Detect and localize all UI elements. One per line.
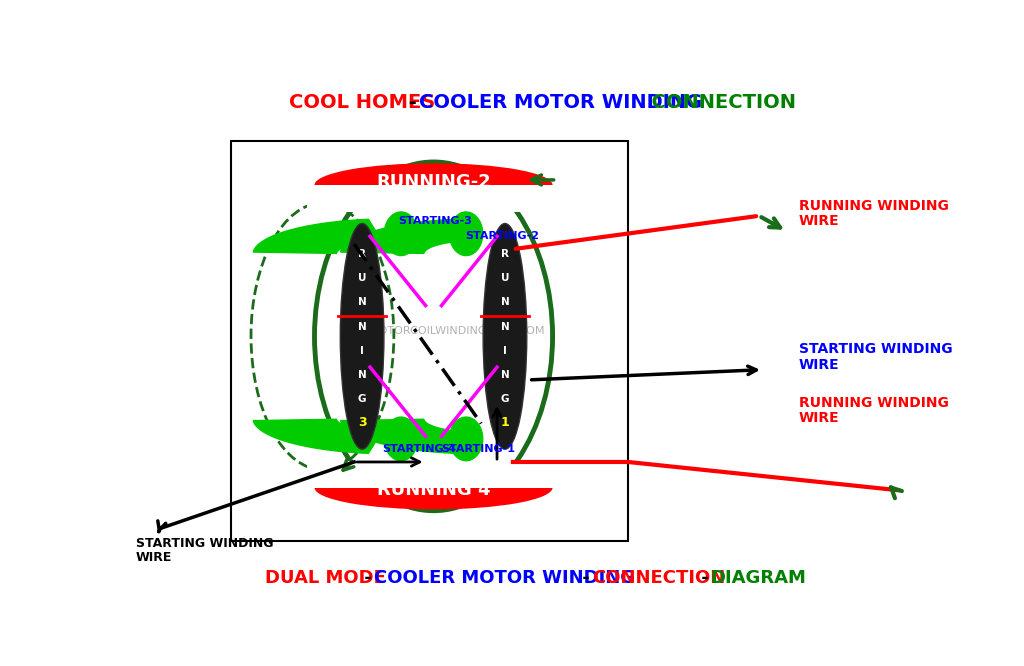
Polygon shape [253, 420, 382, 454]
Text: U: U [357, 273, 367, 283]
Text: DUAL MODE: DUAL MODE [265, 569, 386, 587]
Text: -: - [358, 569, 379, 587]
Text: U: U [501, 273, 509, 283]
Text: COOLER MOTOR WINDING: COOLER MOTOR WINDING [419, 93, 702, 113]
Text: STARTING-4: STARTING-4 [382, 444, 456, 454]
Text: -: - [402, 93, 424, 113]
Text: N: N [357, 322, 367, 332]
Text: 1: 1 [501, 416, 509, 430]
Polygon shape [450, 417, 482, 461]
Text: G: G [501, 394, 509, 404]
Polygon shape [384, 212, 418, 256]
Polygon shape [341, 420, 469, 454]
Text: I: I [360, 346, 365, 356]
Text: STARTING-3: STARTING-3 [397, 216, 472, 226]
Text: WIRE: WIRE [799, 358, 840, 372]
Text: N: N [501, 298, 509, 308]
Text: MOTORCOILWINDINGDATA.COM: MOTORCOILWINDINGDATA.COM [370, 326, 545, 336]
Text: N: N [357, 298, 367, 308]
Text: 3: 3 [357, 416, 367, 430]
Bar [306, 185, 560, 212]
Text: RUNNING-2: RUNNING-2 [376, 173, 490, 192]
Polygon shape [253, 219, 382, 253]
Ellipse shape [340, 224, 384, 449]
Text: STARTING WINDING: STARTING WINDING [799, 342, 952, 356]
Text: G: G [357, 394, 367, 404]
Text: N: N [501, 322, 509, 332]
Text: N: N [501, 370, 509, 380]
Bar [306, 461, 560, 488]
Text: CONNECTION: CONNECTION [638, 93, 797, 113]
Text: WIRE: WIRE [136, 551, 172, 563]
Text: R: R [358, 249, 367, 259]
Text: COOLER MOTOR WINDING: COOLER MOTOR WINDING [374, 569, 635, 587]
Text: COOL HOMES: COOL HOMES [289, 93, 435, 113]
Text: STARTING-1: STARTING-1 [441, 444, 515, 454]
Text: RUNNING 4: RUNNING 4 [377, 481, 490, 500]
Text: RUNNING WINDING: RUNNING WINDING [799, 396, 948, 410]
Text: R: R [501, 249, 509, 259]
Text: I: I [503, 346, 507, 356]
Ellipse shape [314, 466, 553, 509]
Text: WIRE: WIRE [799, 412, 840, 426]
Ellipse shape [483, 224, 526, 449]
Polygon shape [341, 219, 469, 253]
Polygon shape [450, 212, 482, 256]
Ellipse shape [314, 163, 553, 207]
Text: -: - [577, 569, 596, 587]
Text: CONNECTION: CONNECTION [592, 569, 725, 587]
Bar [231, 141, 628, 541]
Polygon shape [384, 417, 418, 461]
Text: -: - [695, 569, 715, 587]
Text: STARTING-2: STARTING-2 [465, 232, 540, 242]
Text: RUNNING WINDING: RUNNING WINDING [799, 198, 948, 212]
Text: DIAGRAM: DIAGRAM [711, 569, 807, 587]
Text: STARTING WINDING: STARTING WINDING [136, 537, 273, 550]
Text: N: N [357, 370, 367, 380]
Text: WIRE: WIRE [799, 214, 840, 228]
